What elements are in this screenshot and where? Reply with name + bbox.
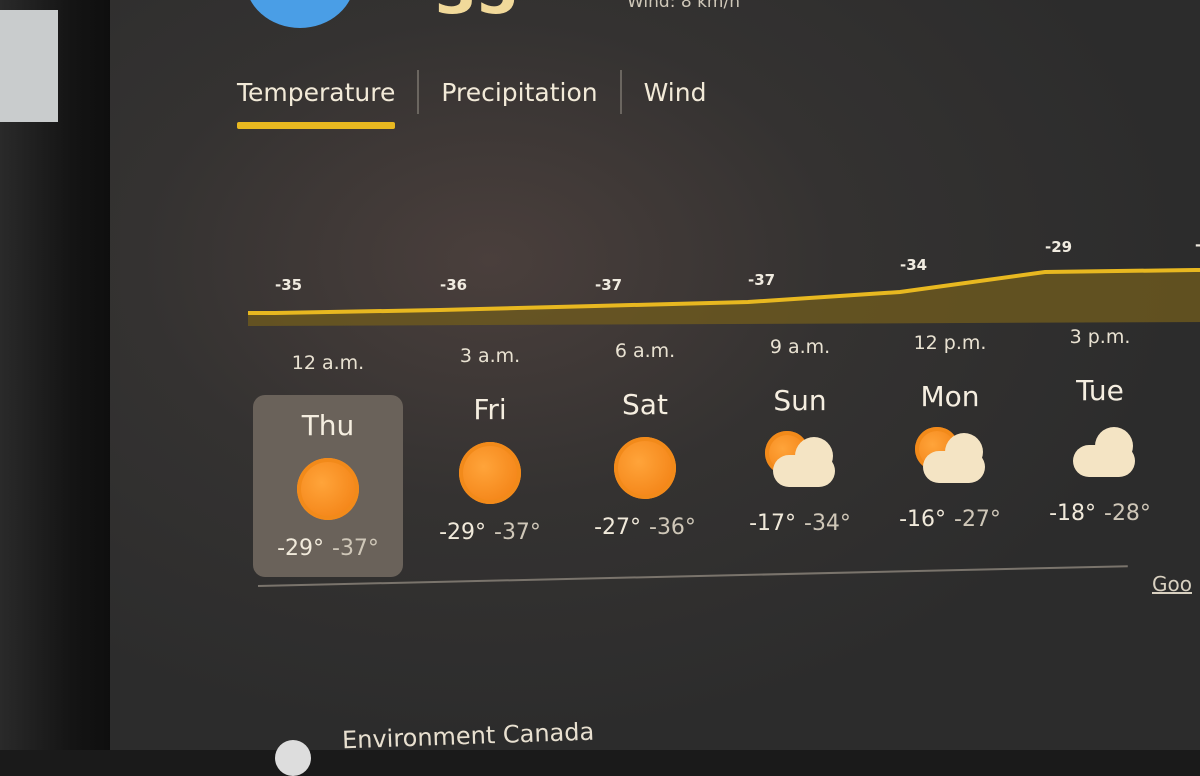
day-name: Thu [301,409,355,442]
day-forecast-sun[interactable]: 9 a.m. Sun -17° -34° [725,336,875,536]
tab-temperature[interactable]: Temperature [237,78,417,129]
cloud-shape [1073,427,1135,477]
day-forecast-mon[interactable]: 12 p.m. Mon -16° -27° [875,332,1025,532]
temperature-label: -35 [275,276,302,294]
temperature-line [248,268,1200,315]
sunny-icon [455,440,525,506]
temperature-label: -30 [1195,236,1200,254]
hour-label: 9 a.m. [769,336,831,358]
day-name: Sun [773,384,827,417]
day-name: Mon [920,380,980,413]
tab-separator [417,70,420,114]
low-temp: -37° [494,520,541,545]
high-temp: -16° [899,507,946,532]
hour-label: 6 a.m. [614,340,676,362]
partly-cloudy-icon [915,427,985,493]
temperature-label: -34 [900,256,927,274]
low-temp: -28° [1104,501,1151,526]
sunny-icon [610,435,680,501]
low-temp: -27° [954,507,1001,532]
current-temperature: -35 [410,0,518,28]
tab-precipitation[interactable]: Precipitation [441,77,598,107]
tab-wind[interactable]: Wind [643,77,707,107]
hour-label: 3 a.m. [459,345,521,367]
data-source[interactable]: Environment Canada [341,717,595,755]
day-forecast-sat[interactable]: 6 a.m. Sat -27° -36° [570,340,720,540]
high-temp: -29° [439,520,486,545]
cloud-shape [923,433,985,483]
high-temp: -27° [594,515,641,540]
hour-label: 12 a.m. [291,352,365,374]
hour-label: 3 p.m. [1069,326,1131,348]
temperature-area [248,270,1200,326]
day-name: Tue [1076,374,1124,407]
partly-cloudy-icon [765,431,835,497]
tab-bar: Temperature Precipitation Wind [237,70,728,129]
day-name: Sat [622,388,668,421]
weather-widget: -35 Wind: 8 km/h Temperature Precipitati… [110,0,1200,776]
hour-label: 12 p.m. [913,332,987,354]
sunny-icon [293,456,363,522]
day-name: Fri [473,393,507,426]
day-forecast-fri[interactable]: 3 a.m. Fri -29° -37° [415,345,565,545]
high-temp: -18° [1049,501,1096,526]
sun-shape [297,458,359,520]
cloudy-icon [1065,421,1135,487]
background-reflection [0,10,58,122]
monitor-bezel [0,0,120,750]
cloud-shape [773,437,835,487]
high-temp: -17° [749,511,796,536]
source-logo-icon [275,740,311,776]
low-temp: -37° [332,536,379,561]
high-temp: -29° [277,536,324,561]
google-feedback-link[interactable]: Goo [1152,572,1192,596]
wind-readout: Wind: 8 km/h [627,0,740,12]
temperature-chart: -35 -36 -37 -37 -34 -29 -30 [248,236,1200,326]
temperature-label: -37 [595,276,622,294]
day-forecast-thu[interactable]: Thu -29° -37° [253,395,403,577]
temperature-label: -36 [440,276,467,294]
low-temp: -36° [649,515,696,540]
day-forecast-tue[interactable]: 3 p.m. Tue -18° -28° [1025,326,1175,526]
temperature-label: -29 [1045,238,1072,256]
low-temp: -34° [804,511,851,536]
sun-shape [459,442,521,504]
temperature-label: -37 [748,271,775,289]
sun-shape [614,437,676,499]
tab-separator [619,70,622,114]
